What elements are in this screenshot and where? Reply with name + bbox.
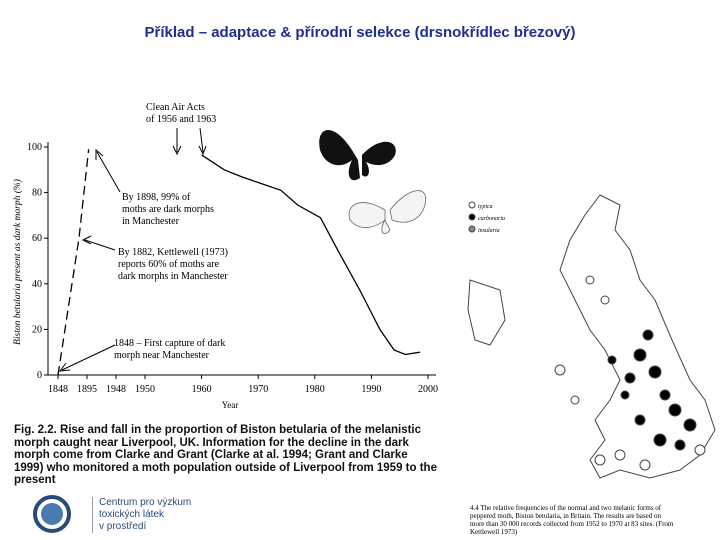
data-line	[201, 154, 421, 356]
x-tick-label: 1960	[192, 384, 212, 395]
annotation: dark morphs in Manchester	[118, 271, 228, 282]
map-legend-label: insularia	[478, 228, 500, 234]
map-caption-line: peppered moth, Biston betularia, in Brit…	[470, 512, 661, 520]
y-axis-label: Biston betularia present as dark morph (…	[12, 179, 23, 345]
logo-line: Centrum pro výzkum	[99, 497, 192, 508]
logo-icon	[33, 495, 71, 533]
annotation: in Manchester	[122, 216, 180, 227]
x-tick-label: 1848	[48, 384, 68, 395]
annotation: By 1898, 99% of	[122, 192, 191, 203]
annotation: morph near Manchester	[114, 350, 210, 361]
logo-line: toxických látek	[99, 509, 165, 520]
annotation-arrows	[58, 127, 207, 372]
annotation: 1848 – First capture of dark	[114, 338, 225, 349]
logo-text: Centrum pro výzkum toxických látek v prost…	[92, 497, 191, 533]
map-caption-line: 4.4 The relative frequencies of the norm…	[470, 504, 662, 512]
moth-light	[348, 190, 427, 234]
map-legend-label: typica	[478, 204, 493, 210]
y-tick-label: 80	[32, 188, 42, 199]
slide-title: Příklad – adaptace & přírodní selekce (d…	[144, 24, 576, 41]
data-line	[57, 149, 90, 376]
x-tick-label: 1895	[77, 384, 97, 395]
y-tick-label: 40	[32, 279, 42, 290]
map-legend-label: carbonaria	[478, 216, 505, 222]
annotation: By 1882, Kettlewell (1973)	[118, 247, 228, 258]
annotation: moths are dark morphs	[122, 204, 214, 215]
x-tick-label: 1990	[361, 384, 381, 395]
annotation: Clean Air Acts	[146, 102, 205, 113]
y-tick-label: 60	[32, 233, 42, 244]
map-caption-line: Kettlewell 1973)	[470, 528, 518, 536]
x-tick-label: 1970	[248, 384, 268, 395]
y-tick-label: 100	[27, 142, 42, 153]
logo-line: v prostředí	[99, 521, 147, 532]
y-tick-label: 0	[37, 370, 42, 381]
annotation: reports 60% of moths are	[118, 259, 220, 270]
figure-caption: Fig. 2.2. Rise and fall in the proportio…	[14, 424, 437, 486]
x-tick-label: 2000	[418, 384, 438, 395]
y-tick-label: 20	[32, 324, 42, 335]
moth-dark	[319, 130, 396, 181]
x-tick-label: 1980	[305, 384, 325, 395]
x-tick-label: 1950	[135, 384, 155, 395]
x-axis-label: Year	[222, 400, 239, 410]
x-tick-label: 1948	[106, 384, 126, 395]
annotation: of 1956 and 1963	[146, 114, 216, 125]
map-caption-line: more than 30 000 records collected from …	[470, 520, 674, 528]
map	[467, 194, 716, 479]
